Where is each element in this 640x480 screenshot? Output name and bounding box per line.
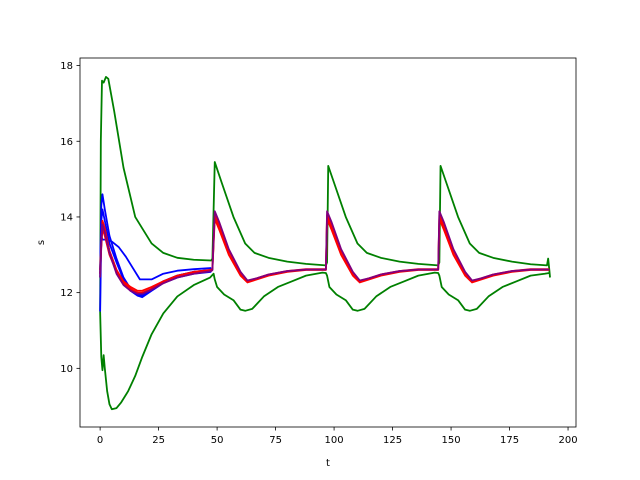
y-tick-label: 12 <box>60 288 73 299</box>
y-axis-label: s <box>36 240 47 245</box>
x-tick-label: 125 <box>383 435 402 446</box>
series-line-blue-3 <box>99 234 212 312</box>
x-tick-label: 75 <box>269 435 282 446</box>
series-line-green-1 <box>99 76 551 312</box>
y-tick-label: 10 <box>60 364 73 375</box>
series-line-green-2 <box>99 271 550 411</box>
x-tick-label: 50 <box>211 435 224 446</box>
x-tick-label: 100 <box>325 435 344 446</box>
y-tick-label: 16 <box>60 137 73 148</box>
y-tick-label: 18 <box>60 61 73 72</box>
y-axis-ticks: 10 12 14 16 18 <box>60 61 80 375</box>
y-tick-label: 14 <box>60 212 73 223</box>
plot-frame <box>79 57 577 428</box>
x-tick-label: 150 <box>442 435 461 446</box>
series-layer <box>99 76 551 411</box>
x-axis-ticks: 0 25 50 75 100 125 150 175 200 <box>97 427 578 446</box>
x-tick-label: 175 <box>500 435 519 446</box>
x-tick-label: 200 <box>558 435 577 446</box>
series-line-red-8 <box>99 217 550 294</box>
x-axis-label: t <box>326 458 330 469</box>
x-tick-label: 0 <box>97 435 103 446</box>
x-tick-label: 25 <box>152 435 165 446</box>
series-line-purple-9 <box>99 210 550 295</box>
